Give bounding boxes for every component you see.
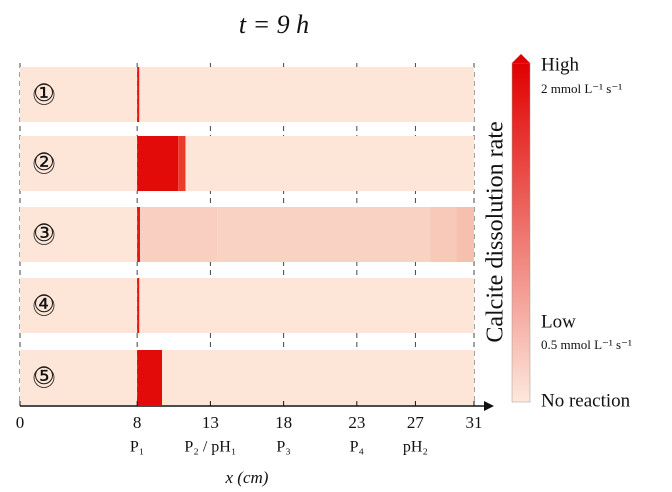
strip-segment bbox=[137, 67, 140, 122]
colorbar-low: Low bbox=[541, 311, 576, 332]
strip-segment bbox=[20, 278, 138, 333]
strip-segment bbox=[430, 207, 457, 262]
strip-segment bbox=[178, 136, 186, 191]
colorbar-high: High bbox=[541, 54, 580, 75]
x-tick-sublabel: P₃ bbox=[276, 439, 290, 456]
x-tick-sublabel: pH₂ bbox=[403, 439, 428, 456]
strip-segment bbox=[185, 136, 474, 191]
x-tick-label: 31 bbox=[466, 413, 483, 432]
x-tick-label: 8 bbox=[133, 413, 142, 432]
x-tick-label: 27 bbox=[407, 413, 425, 432]
strip-segment bbox=[20, 67, 138, 122]
strip-segment bbox=[137, 278, 140, 333]
row-label: ④ bbox=[33, 292, 55, 318]
chart-title: t = 9 h bbox=[239, 10, 309, 39]
colorbar bbox=[511, 62, 531, 403]
x-axis-arrow bbox=[484, 401, 494, 411]
x-tick-sublabel: P₂ / pH₁ bbox=[184, 439, 236, 456]
strip-segment bbox=[140, 207, 218, 262]
row-marker bbox=[33, 84, 55, 105]
x-tick-sublabel: P₁ bbox=[130, 439, 144, 456]
row-marker bbox=[33, 367, 55, 388]
strip-segment bbox=[137, 207, 141, 262]
strip-segment bbox=[139, 67, 474, 122]
strip-segment bbox=[137, 136, 179, 191]
strip-segment bbox=[20, 136, 138, 191]
colorbar-low-unit: 0.5 mmol L⁻¹ s⁻¹ bbox=[541, 337, 632, 352]
row-label: ③ bbox=[33, 221, 55, 247]
strip-segment bbox=[137, 350, 163, 405]
x-tick-label: 23 bbox=[348, 413, 365, 432]
x-tick-label: 18 bbox=[275, 413, 292, 432]
row-marker bbox=[33, 153, 55, 174]
colorbar-arrow bbox=[512, 54, 530, 63]
colorbar-high-unit: 2 mmol L⁻¹ s⁻¹ bbox=[541, 81, 622, 96]
row-label: ① bbox=[33, 81, 55, 107]
colorbar-title: Calcite dissolution rate bbox=[483, 121, 509, 342]
strip-segment bbox=[456, 207, 474, 262]
strip-segment bbox=[20, 207, 138, 262]
x-tick-label: 13 bbox=[202, 413, 219, 432]
row-label: ⑤ bbox=[33, 364, 55, 390]
x-axis-label: x (cm) bbox=[225, 468, 269, 487]
row-marker bbox=[33, 295, 55, 316]
strip-segment bbox=[20, 350, 138, 405]
strip-segment bbox=[217, 207, 431, 262]
row-marker bbox=[33, 224, 55, 245]
strip-segment bbox=[139, 278, 474, 333]
x-tick-label: 0 bbox=[16, 413, 25, 432]
row-label: ② bbox=[33, 150, 55, 176]
x-tick-sublabel: P₄ bbox=[350, 439, 365, 456]
strip-segment bbox=[162, 350, 475, 405]
colorbar-zero: No reaction bbox=[541, 390, 631, 411]
